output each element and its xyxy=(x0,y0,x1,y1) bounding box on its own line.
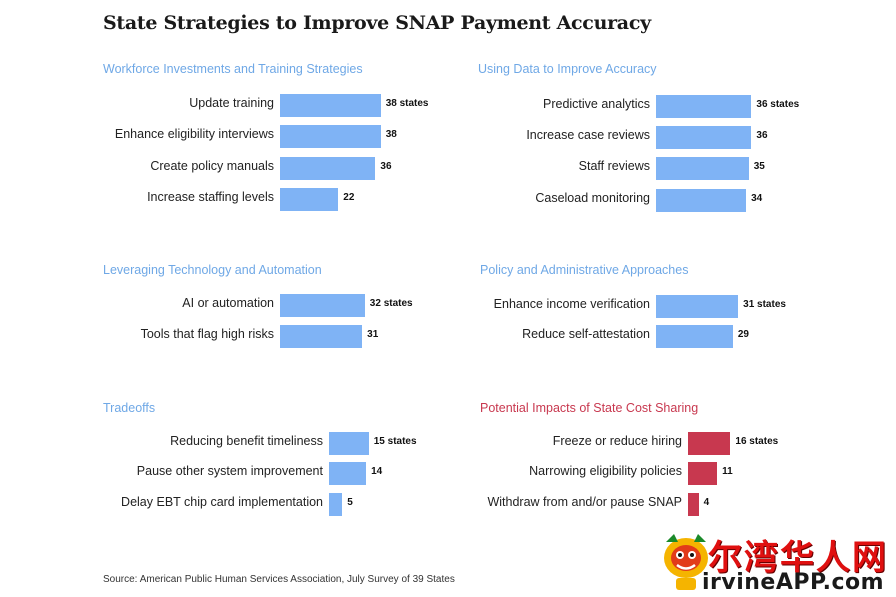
bar xyxy=(688,462,718,485)
bar xyxy=(656,189,747,212)
bar xyxy=(329,432,369,455)
lion-mascot-icon xyxy=(664,534,708,590)
category-label: Enhance income verification xyxy=(493,297,650,311)
data-label: 32 states xyxy=(369,298,413,309)
bar xyxy=(280,325,363,348)
category-label: AI or automation xyxy=(182,296,274,310)
panel-title: Workforce Investments and Training Strat… xyxy=(103,62,363,76)
data-label: 11 xyxy=(722,466,733,477)
data-label: 31 states xyxy=(743,299,786,310)
data-label: 36 xyxy=(756,130,768,141)
category-label: Withdraw from and/or pause SNAP xyxy=(487,495,682,509)
category-label: Reduce self-attestation xyxy=(522,327,650,341)
panel-title: Potential Impacts of State Cost Sharing xyxy=(480,401,699,415)
data-label: 29 xyxy=(737,329,749,340)
bar xyxy=(280,294,365,317)
bar xyxy=(688,432,731,455)
watermark: 尔湾华人网 irvineAPP.com xyxy=(660,528,896,597)
data-label: 36 xyxy=(380,161,392,172)
bar xyxy=(280,125,381,148)
data-label: 4 xyxy=(703,497,710,508)
bar xyxy=(656,295,739,318)
panel-title: Leveraging Technology and Automation xyxy=(103,263,322,277)
category-label: Enhance eligibility interviews xyxy=(114,127,274,141)
data-label: 34 xyxy=(751,193,763,204)
panel-title: Using Data to Improve Accuracy xyxy=(478,62,657,76)
data-label: 31 xyxy=(367,329,379,340)
category-label: Caseload monitoring xyxy=(535,191,650,205)
bar xyxy=(656,325,733,348)
bar xyxy=(656,126,752,149)
category-label: Narrowing eligibility policies xyxy=(529,464,682,478)
chart-title: State Strategies to Improve SNAP Payment… xyxy=(103,12,651,34)
data-label: 36 states xyxy=(756,99,800,110)
bar xyxy=(280,94,381,117)
bar xyxy=(329,493,343,516)
source-note: Source: American Public Human Services A… xyxy=(103,574,455,585)
category-label: Predictive analytics xyxy=(543,97,650,111)
data-label: 38 states xyxy=(385,98,429,109)
category-label: Increase staffing levels xyxy=(147,190,274,204)
data-label: 14 xyxy=(371,466,383,477)
bar xyxy=(329,462,367,485)
bar xyxy=(656,157,749,180)
data-label: 35 xyxy=(753,161,765,172)
category-label: Tools that flag high risks xyxy=(140,327,274,341)
data-label: 16 states xyxy=(735,436,779,447)
bar xyxy=(656,95,752,118)
watermark-url-text: irvineAPP.com xyxy=(702,570,885,595)
panel-title: Policy and Administrative Approaches xyxy=(480,263,689,277)
data-label: 5 xyxy=(347,497,353,508)
data-label: 38 xyxy=(385,129,397,140)
bar xyxy=(280,157,376,180)
category-label: Update training xyxy=(189,96,274,110)
data-label: 22 xyxy=(343,192,355,203)
category-label: Staff reviews xyxy=(578,159,650,173)
category-label: Pause other system improvement xyxy=(136,464,323,478)
category-label: Reducing benefit timeliness xyxy=(170,434,323,448)
category-label: Increase case reviews xyxy=(526,128,650,142)
bar xyxy=(688,493,699,516)
category-label: Delay EBT chip card implementation xyxy=(121,495,323,509)
bar xyxy=(280,188,339,211)
panel-title: Tradeoffs xyxy=(103,401,156,415)
category-label: Create policy manuals xyxy=(150,159,274,173)
data-label: 15 states xyxy=(373,436,417,447)
category-label: Freeze or reduce hiring xyxy=(552,434,682,448)
watermark-chinese-text: 尔湾华人网 xyxy=(708,538,888,578)
